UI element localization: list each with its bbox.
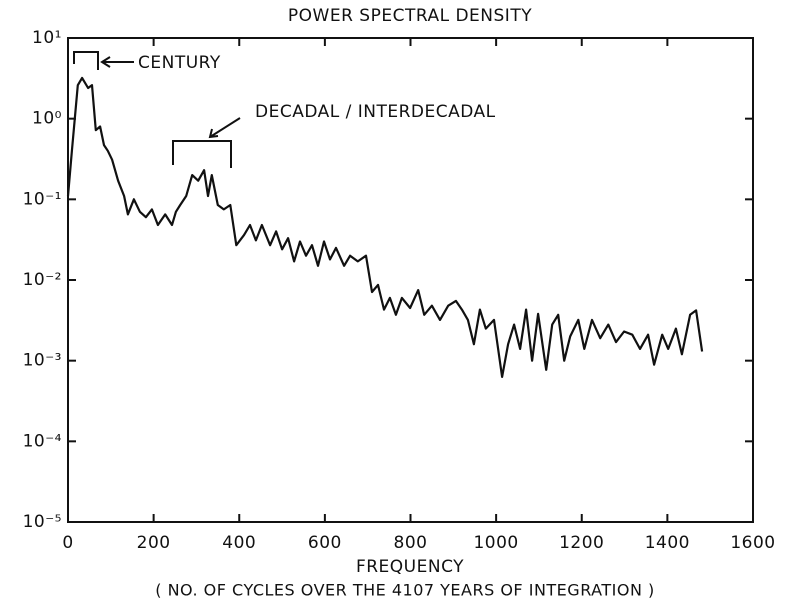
y-tick-label: 10⁻⁴ [23, 431, 62, 451]
annotation-brackets [73, 51, 241, 168]
decadal-bracket [172, 140, 232, 168]
psd-line [66, 76, 704, 378]
x-tick-label: 600 [308, 533, 342, 553]
y-tick-label: 10⁻³ [23, 351, 62, 371]
x-axis-label: FREQUENCY [356, 557, 464, 577]
decadal-arrow [208, 117, 241, 139]
annotation: CENTURY [138, 53, 221, 73]
x-tick-label: 1400 [645, 533, 690, 553]
y-tick-label: 10⁻¹ [23, 189, 62, 209]
annotation: DECADAL / INTERDECADAL [255, 102, 496, 122]
century-bracket [73, 51, 99, 70]
y-tick-label: 10⁻⁵ [23, 512, 62, 532]
century-arrow [100, 56, 134, 68]
x-tick-label: 400 [222, 533, 256, 553]
chart-title: POWER SPECTRAL DENSITY [288, 6, 532, 26]
x-axis-sublabel: ( NO. OF CYCLES OVER THE 4107 YEARS OF I… [155, 581, 655, 600]
x-tick-label: 1600 [730, 533, 775, 553]
y-tick-label: 10⁰ [32, 109, 62, 129]
x-tick-label: 0 [62, 533, 73, 553]
y-tick-label: 10¹ [32, 28, 62, 48]
x-tick-label: 200 [137, 533, 171, 553]
x-tick-label: 1000 [473, 533, 518, 553]
x-tick-label: 1200 [559, 533, 604, 553]
x-tick-label: 800 [394, 533, 428, 553]
y-tick-label: 10⁻² [23, 270, 62, 290]
